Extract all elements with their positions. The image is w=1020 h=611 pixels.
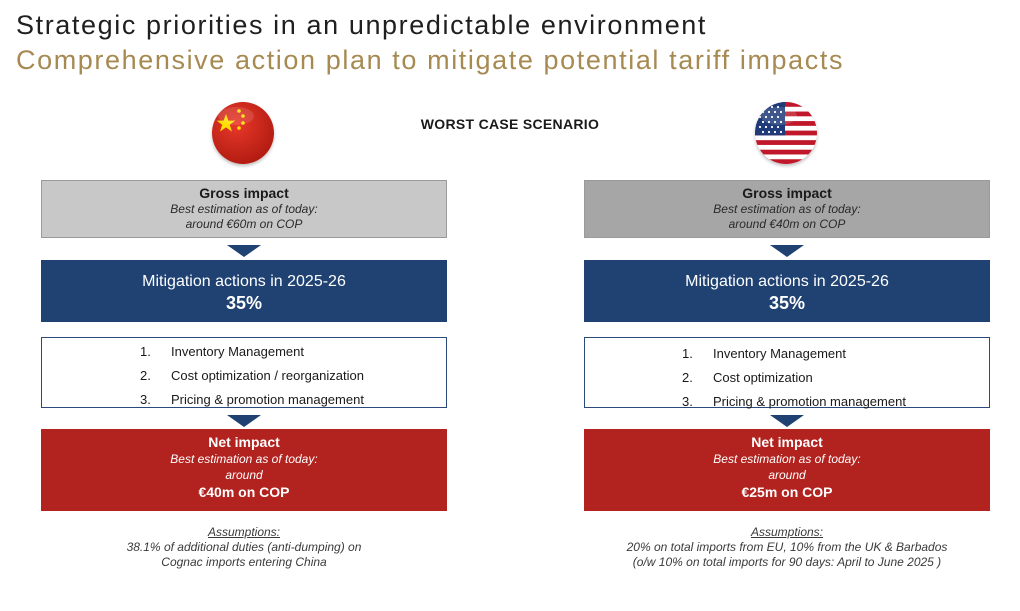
assumptions-label: Assumptions:	[750, 525, 824, 539]
net-estimation-around: around	[225, 468, 263, 482]
assumptions-line: 20% on total imports from EU, 10% from t…	[626, 540, 948, 554]
action-text: Inventory Management	[171, 344, 304, 359]
action-number: 3.	[682, 394, 693, 409]
down-arrow-icon	[770, 245, 804, 257]
mitigation-heading: Mitigation actions in 2025-26	[685, 273, 889, 290]
net-estimation-around: around	[768, 468, 806, 482]
us-actions-box: 1. Inventory Management 2. Cost optimiza…	[584, 337, 990, 409]
net-impact-value: €40m on COP	[198, 484, 290, 500]
us-assumptions: Assumptions: 20% on total imports from E…	[584, 525, 990, 570]
action-text: Cost optimization / reorganization	[171, 368, 364, 383]
page-title: Strategic priorities in an unpredictable…	[16, 10, 708, 40]
mitigation-percent: 35%	[225, 293, 263, 313]
china-assumptions: Assumptions: 38.1% of additional duties …	[41, 525, 447, 570]
action-text: Inventory Management	[713, 346, 846, 361]
china-column: Gross impact Best estimation as of today…	[41, 0, 447, 611]
gross-estimation-line: Best estimation as of today:	[713, 202, 861, 216]
gross-impact-heading: Gross impact	[199, 185, 289, 201]
assumptions-line: Cognac imports entering China	[161, 555, 327, 569]
down-arrow-icon	[770, 415, 804, 427]
net-estimation-line: Best estimation as of today:	[170, 452, 318, 466]
us-flag-icon	[755, 102, 817, 164]
gross-estimation-value: around €40m on COP	[728, 217, 846, 231]
us-mitigation-box: Mitigation actions in 2025-26 35%	[584, 260, 990, 322]
net-impact-value: €25m on COP	[741, 484, 833, 500]
action-text: Cost optimization	[713, 370, 813, 385]
us-gross-impact-box: Gross impact Best estimation as of today…	[584, 180, 990, 238]
action-text: Pricing & promotion management	[713, 394, 906, 409]
down-arrow-icon	[227, 245, 261, 257]
action-text: Pricing & promotion management	[171, 392, 364, 407]
page-subtitle: Comprehensive action plan to mitigate po…	[16, 45, 845, 75]
net-impact-heading: Net impact	[751, 434, 823, 450]
us-column: Gross impact Best estimation as of today…	[584, 0, 990, 611]
action-number: 1.	[140, 344, 151, 359]
action-number: 2.	[682, 370, 693, 385]
china-gross-impact-box: Gross impact Best estimation as of today…	[41, 180, 447, 238]
assumptions-label: Assumptions:	[207, 525, 281, 539]
down-arrow-icon	[227, 415, 261, 427]
action-number: 2.	[140, 368, 151, 383]
action-number: 1.	[682, 346, 693, 361]
china-mitigation-box: Mitigation actions in 2025-26 35%	[41, 260, 447, 322]
scenario-label: WORST CASE SCENARIO	[420, 116, 600, 132]
china-net-impact-box: Net impact Best estimation as of today: …	[41, 429, 447, 511]
assumptions-line: 38.1% of additional duties (anti-dumping…	[126, 540, 362, 554]
china-flag-icon	[212, 102, 274, 164]
mitigation-heading: Mitigation actions in 2025-26	[142, 273, 346, 290]
assumptions-line: (o/w 10% on total imports for 90 days: A…	[632, 555, 942, 569]
net-estimation-line: Best estimation as of today:	[713, 452, 861, 466]
gross-impact-heading: Gross impact	[742, 185, 832, 201]
action-number: 3.	[140, 392, 151, 407]
gross-estimation-line: Best estimation as of today:	[170, 202, 318, 216]
us-net-impact-box: Net impact Best estimation as of today: …	[584, 429, 990, 511]
mitigation-percent: 35%	[768, 293, 806, 313]
net-impact-heading: Net impact	[208, 434, 280, 450]
china-actions-box: 1. Inventory Management 2. Cost optimiza…	[41, 337, 447, 408]
gross-estimation-value: around €60m on COP	[185, 217, 303, 231]
